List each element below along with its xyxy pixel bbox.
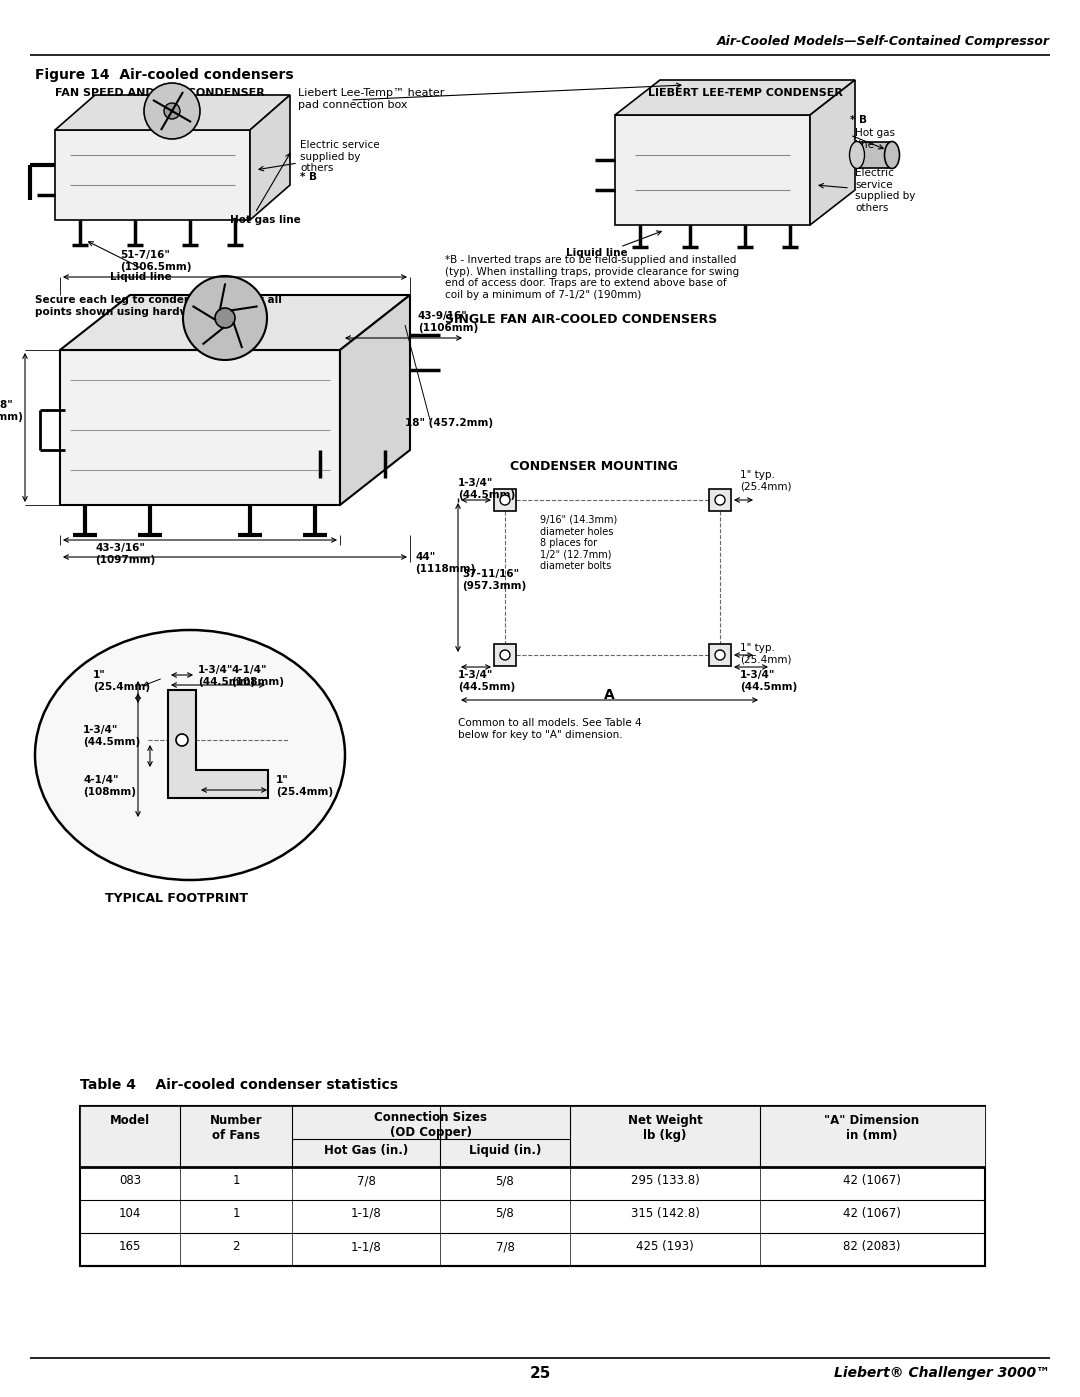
Text: 43-3/16"
(1097mm): 43-3/16" (1097mm) [95,543,156,564]
Polygon shape [55,130,249,219]
Text: 37-11/16"
(957.3mm): 37-11/16" (957.3mm) [462,569,526,591]
Circle shape [715,495,725,504]
Text: Secure each leg to condenser frame at all
points shown using hardware provided.: Secure each leg to condenser frame at al… [35,295,282,317]
Text: TYPICAL FOOTPRINT: TYPICAL FOOTPRINT [105,893,248,905]
Text: 1-3/4"
(44.5mm): 1-3/4" (44.5mm) [740,671,797,692]
Text: 1-3/4"
(44.5mm): 1-3/4" (44.5mm) [458,671,515,692]
Text: 1: 1 [232,1173,240,1187]
Text: Hot gas
line: Hot gas line [855,129,895,149]
Text: 1-1/8: 1-1/8 [351,1241,381,1253]
Circle shape [215,307,235,328]
Text: Electric service
supplied by
others: Electric service supplied by others [300,140,380,173]
Text: 42 (1067): 42 (1067) [843,1207,901,1220]
Text: 165: 165 [119,1241,141,1253]
Text: 5/8: 5/8 [496,1207,514,1220]
Text: 315 (142.8): 315 (142.8) [631,1207,700,1220]
Polygon shape [615,115,810,225]
Text: Table 4    Air-cooled condenser statistics: Table 4 Air-cooled condenser statistics [80,1078,399,1092]
Polygon shape [810,80,855,225]
Text: 1-3/4"
(44.5mm): 1-3/4" (44.5mm) [198,665,255,686]
Bar [708,644,731,666]
Circle shape [176,733,188,746]
Text: Electric
service
supplied by
others: Electric service supplied by others [855,168,916,212]
Text: 1" typ.
(25.4mm): 1" typ. (25.4mm) [740,469,792,492]
Circle shape [715,650,725,659]
Text: 104: 104 [119,1207,141,1220]
Circle shape [164,103,180,119]
Text: FAN SPEED AND VFD CONDENSER: FAN SPEED AND VFD CONDENSER [55,88,265,98]
Text: 37-7/8"
(962mm): 37-7/8" (962mm) [0,400,23,422]
Text: 4-1/4"
(108mm): 4-1/4" (108mm) [83,775,136,796]
Text: Common to all models. See Table 4
below for key to "A" dimension.: Common to all models. See Table 4 below … [458,718,642,739]
Bar [80,1106,985,1166]
Text: Hot gas line: Hot gas line [230,215,300,225]
Text: 25: 25 [529,1366,551,1382]
Text: Number
of Fans: Number of Fans [210,1113,262,1141]
Polygon shape [249,95,291,219]
Text: 1" typ.
(25.4mm): 1" typ. (25.4mm) [740,643,792,665]
Text: 1-1/8: 1-1/8 [351,1207,381,1220]
Ellipse shape [885,141,900,169]
Text: 42 (1067): 42 (1067) [843,1173,901,1187]
Text: Net Weight
lb (kg): Net Weight lb (kg) [627,1113,702,1141]
Text: SINGLE FAN AIR-COOLED CONDENSERS: SINGLE FAN AIR-COOLED CONDENSERS [445,313,717,326]
Text: 1-3/4"
(44.5mm): 1-3/4" (44.5mm) [83,725,140,746]
Circle shape [500,495,510,504]
Text: 5/8: 5/8 [496,1173,514,1187]
Text: Model: Model [110,1113,150,1127]
Text: Liquid line: Liquid line [566,249,627,258]
Circle shape [500,650,510,659]
Text: 083: 083 [119,1173,141,1187]
Text: 44"
(1118mm): 44" (1118mm) [415,552,475,574]
Ellipse shape [850,141,864,169]
Text: 425 (193): 425 (193) [636,1241,693,1253]
Bar [708,489,731,511]
Text: Liquid line: Liquid line [110,272,172,282]
Text: A: A [604,687,615,703]
Text: 18" (457.2mm): 18" (457.2mm) [405,418,494,427]
Polygon shape [60,295,410,351]
Text: LIEBERT LEE-TEMP CONDENSER: LIEBERT LEE-TEMP CONDENSER [648,88,842,98]
Text: 4-1/4"
(108mm): 4-1/4" (108mm) [231,665,284,686]
Bar [80,1106,985,1266]
Text: Figure 14  Air-cooled condensers: Figure 14 Air-cooled condensers [35,68,294,82]
Polygon shape [340,295,410,504]
Text: CONDENSER MOUNTING: CONDENSER MOUNTING [510,460,678,474]
Circle shape [183,277,267,360]
Polygon shape [60,351,340,504]
Text: "A" Dimension
in (mm): "A" Dimension in (mm) [824,1113,919,1141]
Bar [494,489,516,511]
Text: Liquid (in.): Liquid (in.) [469,1144,541,1157]
Text: 1-3/4"
(44.5mm): 1-3/4" (44.5mm) [458,478,515,500]
Text: 7/8: 7/8 [356,1173,376,1187]
Text: 7/8: 7/8 [496,1241,514,1253]
Text: 51-7/16"
(1306.5mm): 51-7/16" (1306.5mm) [120,250,191,272]
Text: 2: 2 [232,1241,240,1253]
Text: Hot Gas (in.): Hot Gas (in.) [324,1144,408,1157]
Text: * B: * B [300,172,318,182]
Polygon shape [55,95,291,130]
Text: * B: * B [850,115,867,124]
Text: Connection Sizes
(OD Copper): Connection Sizes (OD Copper) [375,1111,487,1139]
Bar [858,142,892,168]
Text: 1: 1 [232,1207,240,1220]
Text: *B - Inverted traps are to be field-supplied and installed
(typ). When installin: *B - Inverted traps are to be field-supp… [445,256,739,300]
Text: 82 (2083): 82 (2083) [843,1241,901,1253]
Polygon shape [615,80,855,115]
Ellipse shape [35,630,345,880]
Text: 295 (133.8): 295 (133.8) [631,1173,700,1187]
Text: Liebert Lee-Temp™ heater
pad connection box: Liebert Lee-Temp™ heater pad connection … [298,88,444,109]
Text: 1"
(25.4mm): 1" (25.4mm) [93,671,150,692]
Polygon shape [168,690,268,798]
Text: 9/16" (14.3mm)
diameter holes
8 places for
1/2" (12.7mm)
diameter bolts: 9/16" (14.3mm) diameter holes 8 places f… [540,515,618,571]
Text: Air-Cooled Models—Self-Contained Compressor: Air-Cooled Models—Self-Contained Compres… [717,35,1050,47]
Circle shape [144,82,200,138]
Bar [494,644,516,666]
Text: 43-9/16"
(1106mm): 43-9/16" (1106mm) [418,312,478,332]
Text: Liebert® Challenger 3000™: Liebert® Challenger 3000™ [834,1366,1050,1380]
Text: 1"
(25.4mm): 1" (25.4mm) [276,775,333,796]
